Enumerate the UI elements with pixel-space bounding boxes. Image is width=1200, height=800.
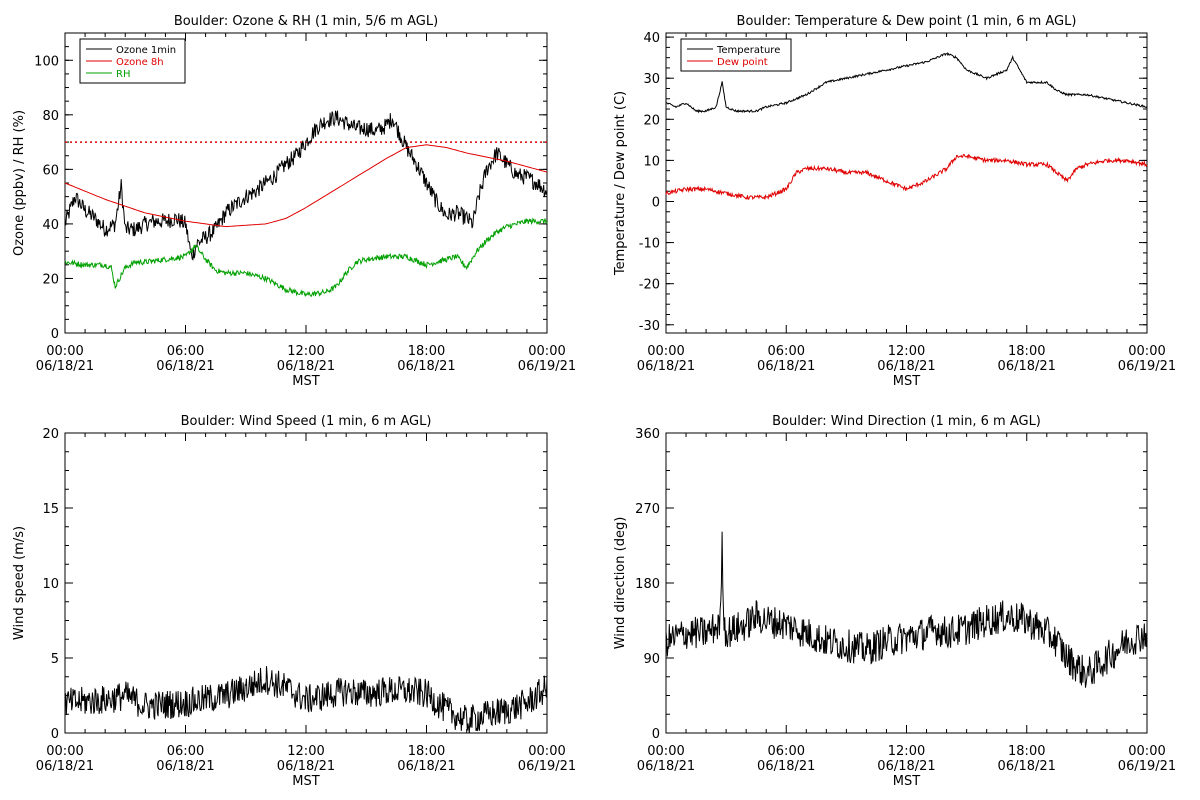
series-ozone-8h [64, 144, 548, 228]
chart-title: Boulder: Wind Direction (1 min, 6 m AGL) [772, 414, 1041, 429]
y-tick-label: 20 [42, 427, 59, 442]
y-tick-label: 15 [42, 502, 59, 517]
chart-wind_dir: Boulder: Wind Direction (1 min, 6 m AGL)… [613, 414, 1176, 789]
y-tick-label: -20 [639, 278, 660, 293]
x-tick-label-time: 00:00 [647, 344, 684, 359]
x-tick-label-time: 18:00 [408, 744, 445, 759]
series-dew-point [665, 153, 1148, 201]
x-tick-label-date: 06/18/21 [877, 759, 935, 774]
series-line [665, 531, 1148, 688]
x-tick-label-date: 06/19/21 [518, 759, 576, 774]
y-tick-label: 40 [42, 218, 59, 233]
x-tick-label-time: 18:00 [408, 344, 445, 359]
x-tick-label-time: 00:00 [46, 344, 83, 359]
x-tick-label-date: 06/18/21 [877, 359, 935, 374]
legend-label: Ozone 8h [116, 57, 164, 68]
x-tick-label-date: 06/18/21 [637, 759, 695, 774]
x-tick-label-date: 06/18/21 [637, 359, 695, 374]
series-rh [64, 217, 548, 298]
x-tick-label-date: 06/19/21 [1118, 759, 1176, 774]
chart-ozone_rh: Boulder: Ozone & RH (1 min, 5/6 m AGL) 0 2… [12, 14, 576, 389]
x-tick-label-date: 06/18/21 [277, 359, 335, 374]
x-tick-label-date: 06/19/21 [518, 359, 576, 374]
x-tick-label-time: 00:00 [647, 744, 684, 759]
y-tick-label: 10 [42, 577, 59, 592]
x-tick-label-time: 00:00 [1128, 344, 1165, 359]
x-tick-label-time: 00:00 [1128, 744, 1165, 759]
x-axis-label: MST [292, 774, 319, 789]
y-tick-label: 60 [42, 163, 59, 178]
x-tick-label-time: 12:00 [287, 344, 324, 359]
y-axis-label: Wind speed (m/s) [12, 526, 27, 640]
y-tick-label: 0 [652, 727, 660, 742]
x-tick-label-date: 06/18/21 [156, 359, 214, 374]
x-tick-label-time: 12:00 [287, 744, 324, 759]
y-tick-label: 0 [652, 195, 660, 210]
legend-box [680, 38, 792, 72]
x-tick-label-date: 06/18/21 [998, 759, 1056, 774]
x-tick-label-time: 06:00 [768, 744, 805, 759]
x-tick-label-date: 06/18/21 [156, 759, 214, 774]
x-tick-label-date: 06/18/21 [397, 759, 455, 774]
series-line [64, 666, 548, 734]
x-axis-label: MST [893, 374, 920, 389]
x-axis-label: MST [893, 774, 920, 789]
y-axis-label: Wind direction (deg) [613, 517, 628, 650]
x-tick-label-date: 06/18/21 [397, 359, 455, 374]
y-tick-label: -30 [639, 319, 660, 334]
legend-label: Ozone 1min [116, 45, 176, 56]
x-tick-label-time: 12:00 [888, 744, 925, 759]
y-tick-label: 5 [51, 652, 59, 667]
x-axis-label: MST [292, 374, 319, 389]
x-tick-label-time: 18:00 [1008, 744, 1045, 759]
x-tick-label-time: 00:00 [46, 744, 83, 759]
chart-temp_dew: Boulder: Temperature & Dew point (1 min,… [613, 14, 1176, 389]
x-tick-label-date: 06/19/21 [1118, 359, 1176, 374]
x-tick-label-time: 06:00 [167, 744, 204, 759]
x-tick-label-date: 06/18/21 [277, 759, 335, 774]
y-tick-label: 20 [643, 113, 660, 128]
y-tick-label: 0 [51, 727, 59, 742]
series-temperature [665, 52, 1148, 114]
y-axis-label: Ozone (ppbv) / RH (%) [12, 110, 27, 256]
chart-wind_speed: Boulder: Wind Speed (1 min, 6 m AGL) 0 5 10… [12, 414, 576, 789]
legend-label: Dew point [717, 57, 768, 68]
x-tick-label-time: 06:00 [768, 344, 805, 359]
y-tick-label: 30 [643, 72, 660, 87]
y-tick-label: 90 [643, 652, 660, 667]
legend-label: RH [116, 69, 130, 80]
legend-label: Temperature [716, 45, 780, 56]
x-tick-label-time: 18:00 [1008, 344, 1045, 359]
y-tick-label: 270 [635, 502, 660, 517]
plot-frame [665, 32, 1148, 334]
y-tick-label: 20 [42, 272, 59, 287]
x-tick-label-date: 06/18/21 [36, 759, 94, 774]
chart-title: Boulder: Temperature & Dew point (1 min,… [737, 14, 1077, 29]
y-tick-label: 360 [635, 427, 660, 442]
x-tick-label-time: 00:00 [528, 744, 565, 759]
x-tick-label-date: 06/18/21 [998, 359, 1056, 374]
x-tick-label-time: 00:00 [528, 344, 565, 359]
chart-title: Boulder: Wind Speed (1 min, 6 m AGL) [181, 414, 432, 429]
chart-title: Boulder: Ozone & RH (1 min, 5/6 m AGL) [174, 14, 438, 29]
series-ozone-1min [64, 110, 548, 261]
y-tick-label: 80 [42, 109, 59, 124]
y-tick-label: 180 [635, 577, 660, 592]
x-tick-label-date: 06/18/21 [757, 759, 815, 774]
y-axis-label: Temperature / Dew point (C) [613, 91, 628, 276]
x-tick-label-time: 06:00 [167, 344, 204, 359]
y-tick-label: 0 [51, 327, 59, 342]
x-tick-label-date: 06/18/21 [36, 359, 94, 374]
y-tick-label: 100 [34, 54, 59, 69]
x-tick-label-date: 06/18/21 [757, 359, 815, 374]
y-tick-label: -10 [639, 237, 660, 252]
x-tick-label-time: 12:00 [888, 344, 925, 359]
plot-frame [665, 432, 1148, 734]
y-tick-label: 40 [643, 31, 660, 46]
y-tick-label: 10 [643, 154, 660, 169]
